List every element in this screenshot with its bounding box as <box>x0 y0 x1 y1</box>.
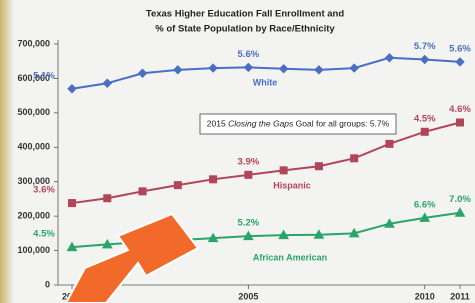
series-label: White <box>253 77 278 87</box>
x-tick-label: 2011 <box>450 291 470 301</box>
goal-text: Goal for all groups: 5.7% <box>293 119 389 129</box>
marker <box>315 66 323 74</box>
marker <box>174 66 182 74</box>
y-tick-label: 0 <box>45 279 50 289</box>
goal-text: Closing the Gaps <box>228 119 294 129</box>
point-annotation: 5.6% <box>449 43 471 54</box>
marker <box>385 54 393 62</box>
chart: Texas Higher Education Fall Enrollment a… <box>0 0 475 303</box>
x-tick-label: 2010 <box>415 291 435 301</box>
marker <box>68 85 76 93</box>
marker <box>210 176 217 183</box>
point-annotation: 6.6% <box>414 199 436 210</box>
goal-note: 2015 Closing the Gaps Goal for all group… <box>207 119 390 129</box>
marker <box>244 63 252 71</box>
marker <box>421 55 429 63</box>
marker <box>139 188 146 195</box>
marker <box>69 200 76 207</box>
marker <box>280 65 288 73</box>
point-annotation: 5.7% <box>414 41 436 52</box>
x-tick-label: 2005 <box>238 291 258 301</box>
marker <box>421 128 428 135</box>
series-line <box>72 122 460 203</box>
marker <box>386 140 393 147</box>
plot: 0100,000200,000300,000400,000500,000600,… <box>17 38 475 301</box>
y-tick-label: 500,000 <box>17 107 50 117</box>
arrow <box>66 214 198 303</box>
goal-text: 2015 <box>207 119 228 129</box>
y-tick-label: 700,000 <box>17 38 50 48</box>
y-tick-label: 100,000 <box>17 245 50 255</box>
chart-title: % of State Population by Race/Ethnicity <box>155 24 335 35</box>
marker <box>351 155 358 162</box>
marker <box>139 69 147 77</box>
point-annotation: 5.1% <box>33 70 55 81</box>
marker <box>350 64 358 72</box>
marker <box>103 79 111 87</box>
marker <box>245 171 252 178</box>
point-annotation: 5.2% <box>238 218 260 229</box>
chart-title: Texas Higher Education Fall Enrollment a… <box>146 9 345 20</box>
y-tick-label: 200,000 <box>17 211 50 221</box>
point-annotation: 7.0% <box>449 194 471 205</box>
marker <box>209 64 217 72</box>
marker <box>456 58 464 66</box>
point-annotation: 3.9% <box>238 156 260 167</box>
marker <box>457 119 464 126</box>
series-label: Hispanic <box>273 180 311 190</box>
overlay <box>66 214 198 303</box>
photo-edge <box>0 0 14 303</box>
point-annotation: 4.5% <box>414 113 436 124</box>
marker <box>315 163 322 170</box>
page: {"chart_data": {"type": "line", "title":… <box>0 0 475 303</box>
point-annotation: 3.6% <box>33 185 55 196</box>
series-label: African American <box>253 252 327 262</box>
marker <box>174 182 181 189</box>
point-annotation: 5.6% <box>238 49 260 60</box>
y-tick-label: 400,000 <box>17 142 50 152</box>
point-annotation: 4.6% <box>449 104 471 115</box>
point-annotation: 4.5% <box>33 229 55 240</box>
marker <box>280 167 287 174</box>
marker <box>104 195 111 202</box>
